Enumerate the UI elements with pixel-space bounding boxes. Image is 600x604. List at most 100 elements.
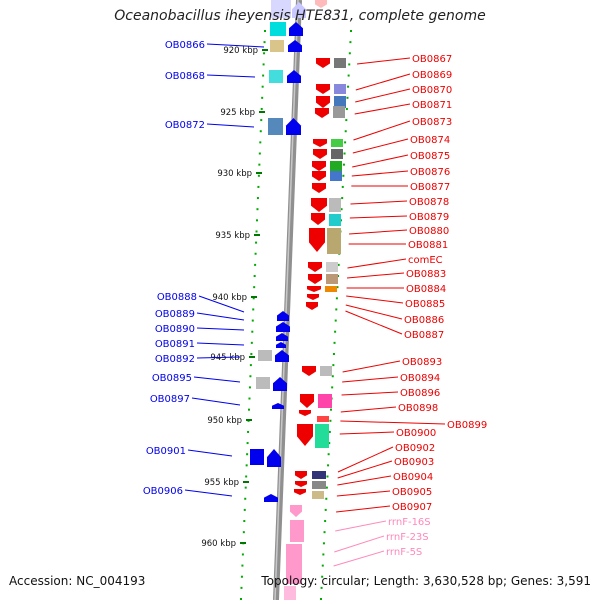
guide-dot-outer-left	[241, 553, 244, 556]
gene-label-minus[interactable]: comEC	[408, 255, 443, 266]
gene-arrow-minus	[313, 139, 327, 147]
label-leader-line	[206, 123, 255, 128]
guide-dot-outer-left	[260, 119, 263, 122]
label-leader-line	[342, 376, 399, 383]
gene-label-minus[interactable]: OB0880	[409, 226, 449, 237]
guide-dot-outer-left	[240, 586, 243, 589]
gene-label-minus[interactable]: OB0905	[392, 487, 432, 498]
guide-dot-outer-left	[244, 497, 247, 500]
label-leader-line	[349, 229, 408, 235]
label-leader-line	[352, 154, 409, 168]
gene-arrow-minus	[316, 84, 330, 94]
ruler-label: 945 kbp	[210, 353, 245, 363]
guide-dot-outer-left	[250, 341, 253, 344]
guide-dot-outer-right	[349, 41, 352, 44]
ruler-label: 930 kbp	[217, 169, 252, 179]
guide-dot-outer-right	[324, 508, 327, 511]
cog-box	[312, 491, 324, 499]
map-title: Oceanobacillus iheyensis HTE831, complet…	[114, 8, 486, 24]
label-leader-line	[351, 170, 409, 177]
ruler-label: 935 kbp	[215, 231, 250, 241]
gene-label-plus[interactable]: OB0897	[150, 394, 190, 405]
gene-label-minus[interactable]: OB0900	[396, 428, 436, 439]
gene-label-rna[interactable]: rrnF-16S	[388, 517, 431, 528]
label-leader-line	[355, 73, 411, 91]
label-leader-line	[335, 520, 387, 532]
guide-dot-outer-left	[256, 219, 258, 222]
gene-label-minus[interactable]: OB0881	[408, 240, 448, 251]
gene-label-plus[interactable]: OB0895	[152, 373, 192, 384]
guide-dot-outer-left	[250, 352, 253, 355]
gene-label-minus[interactable]: OB0871	[412, 100, 452, 111]
gene-features	[250, 0, 346, 600]
gene-arrow-minus	[312, 183, 326, 193]
gene-label-minus[interactable]: OB0902	[395, 443, 435, 454]
label-leader-line	[206, 74, 256, 78]
cog-box	[325, 286, 337, 292]
gene-label-minus[interactable]: OB0884	[406, 284, 446, 295]
gene-label-minus[interactable]: OB0875	[410, 151, 450, 162]
gene-label-plus[interactable]: OB0888	[157, 292, 197, 303]
cog-box	[312, 481, 326, 489]
gene-label-minus[interactable]: OB0893	[402, 357, 442, 368]
guide-dot-outer-right	[335, 297, 338, 300]
gene-label-minus[interactable]: OB0904	[393, 472, 433, 483]
gene-label-minus[interactable]: OB0879	[409, 212, 449, 223]
label-leader-line	[184, 489, 233, 497]
cog-box	[312, 471, 326, 479]
gene-label-plus[interactable]: OB0889	[155, 309, 195, 320]
cog-box	[269, 70, 283, 83]
gene-arrow-minus	[312, 171, 326, 181]
guide-dot-outer-left	[240, 598, 242, 600]
gene-arrow-minus	[311, 213, 325, 225]
gene-label-minus[interactable]: OB0907	[392, 502, 432, 513]
gene-label-plus[interactable]: OB0906	[143, 486, 183, 497]
label-leader-line	[191, 397, 241, 406]
gene-label-plus[interactable]: OB0891	[155, 339, 195, 350]
cog-box	[326, 274, 338, 284]
gene-label-minus[interactable]: OB0903	[394, 457, 434, 468]
gene-label-minus[interactable]: OB0870	[412, 85, 452, 96]
gene-label-minus[interactable]: OB0894	[400, 373, 440, 384]
gene-label-minus[interactable]: OB0867	[412, 54, 452, 65]
gene-label-minus[interactable]: OB0898	[398, 403, 438, 414]
gene-label-minus[interactable]: OB0887	[404, 330, 444, 341]
gene-label-plus[interactable]: OB0890	[155, 324, 195, 335]
gene-label-plus[interactable]: OB0892	[155, 354, 195, 365]
gene-label-minus[interactable]: OB0896	[400, 388, 440, 399]
guide-dot-outer-right	[327, 464, 330, 467]
gene-label-plus[interactable]: OB0901	[146, 446, 186, 457]
gene-label-plus[interactable]: OB0872	[165, 120, 205, 131]
guide-dot-outer-right	[332, 364, 335, 367]
gene-label-minus[interactable]: OB0883	[406, 269, 446, 280]
gene-label-minus[interactable]: OB0877	[410, 182, 450, 193]
gene-arrow-minus	[308, 262, 322, 272]
rrna-arrow	[290, 505, 302, 517]
gene-label-minus[interactable]: OB0886	[404, 315, 444, 326]
guide-dot-outer-right	[348, 52, 351, 55]
gene-label-plus[interactable]: OB0866	[165, 40, 205, 51]
guide-dot-outer-right	[325, 486, 328, 489]
gene-label-rna[interactable]: rrnF-23S	[386, 532, 429, 543]
gene-label-minus[interactable]: OB0874	[410, 135, 450, 146]
gene-label-plus[interactable]: OB0868	[165, 71, 205, 82]
gene-label-rna[interactable]: rrnF-5S	[386, 547, 422, 558]
label-leader-line	[355, 88, 411, 103]
dotted-guides	[240, 30, 352, 600]
gene-label-minus[interactable]: OB0899	[447, 420, 487, 431]
guide-dot-outer-left	[263, 52, 266, 55]
gene-label-minus[interactable]: OB0873	[412, 117, 452, 128]
guide-dot-outer-right	[335, 308, 338, 311]
label-leader-line	[340, 420, 446, 425]
gene-label-minus[interactable]: OB0885	[405, 299, 445, 310]
gene-label-minus[interactable]: OB0869	[412, 70, 452, 81]
guide-dot-outer-left	[241, 564, 244, 567]
guide-dot-outer-left	[249, 375, 252, 378]
cog-box	[318, 394, 332, 408]
label-leader-line	[198, 295, 245, 313]
gene-label-minus[interactable]: OB0878	[409, 197, 449, 208]
label-leader-line	[356, 57, 411, 65]
gene-label-minus[interactable]: OB0876	[410, 167, 450, 178]
guide-dot-outer-left	[245, 464, 248, 467]
